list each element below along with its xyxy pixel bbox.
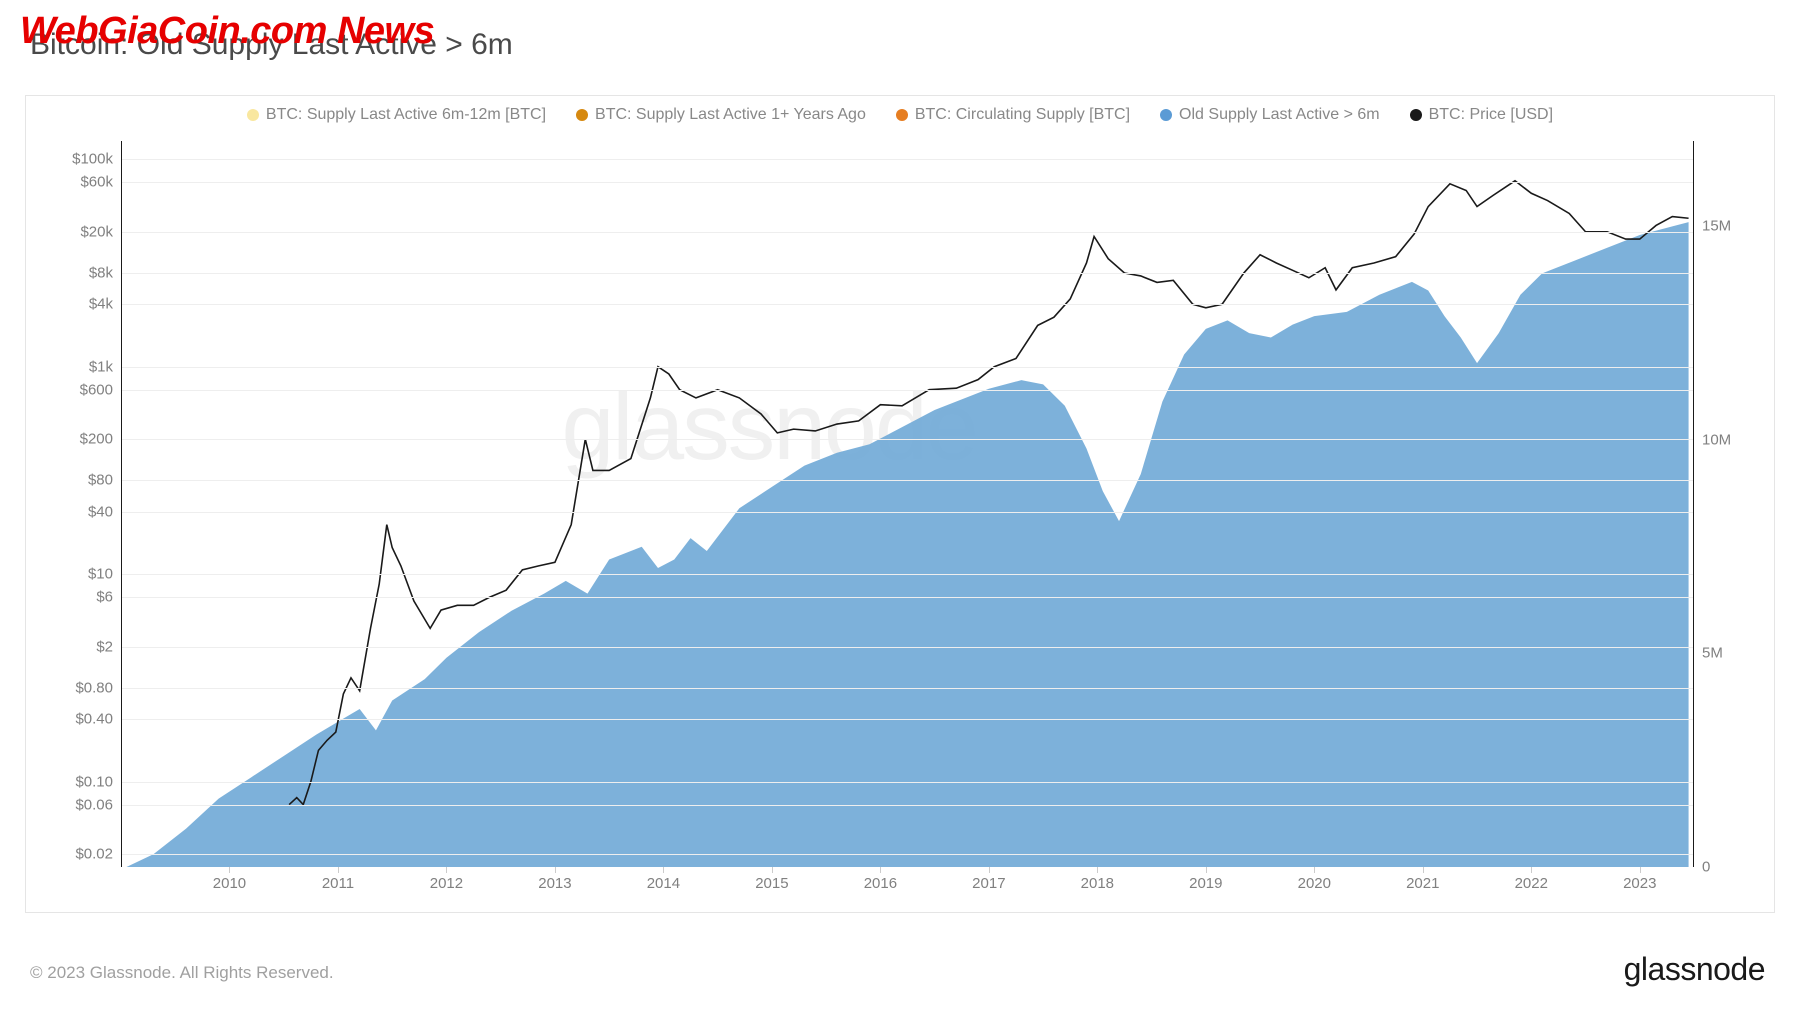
- legend-label: Old Supply Last Active > 6m: [1179, 106, 1380, 124]
- y-right-label: 15M: [1702, 218, 1731, 235]
- y-left-label: $0.10: [75, 773, 113, 790]
- gridline: [121, 854, 1694, 855]
- gridline: [121, 597, 1694, 598]
- y-left-label: $60k: [80, 174, 113, 191]
- x-tick: [1531, 867, 1532, 873]
- x-label: 2014: [647, 875, 680, 892]
- plot-area: glassnode $0.02$0.06$0.10$0.40$0.80$2$6$…: [121, 141, 1694, 867]
- y-left-label: $0.80: [75, 679, 113, 696]
- x-label: 2023: [1623, 875, 1656, 892]
- gridline: [121, 688, 1694, 689]
- y-right-label: 5M: [1702, 645, 1723, 662]
- x-label: 2016: [864, 875, 897, 892]
- gridline: [121, 512, 1694, 513]
- gridline: [121, 647, 1694, 648]
- legend-label: BTC: Supply Last Active 1+ Years Ago: [595, 106, 866, 124]
- y-left-label: $20k: [80, 223, 113, 240]
- gridline: [121, 782, 1694, 783]
- gridline: [121, 390, 1694, 391]
- x-tick: [1640, 867, 1641, 873]
- x-tick: [555, 867, 556, 873]
- brand-logo: glassnode: [1624, 951, 1765, 988]
- gridline: [121, 367, 1694, 368]
- copyright: © 2023 Glassnode. All Rights Reserved.: [30, 963, 334, 983]
- legend-label: BTC: Supply Last Active 6m-12m [BTC]: [266, 106, 546, 124]
- x-tick: [1314, 867, 1315, 873]
- x-label: 2020: [1298, 875, 1331, 892]
- x-label: 2021: [1406, 875, 1439, 892]
- y-left-label: $0.06: [75, 796, 113, 813]
- y-left-label: $8k: [89, 265, 113, 282]
- legend-dot: [247, 109, 259, 121]
- legend-label: BTC: Circulating Supply [BTC]: [915, 106, 1130, 124]
- axis-line: [1693, 141, 1694, 867]
- x-tick: [446, 867, 447, 873]
- x-label: 2010: [213, 875, 246, 892]
- legend-dot: [1160, 109, 1172, 121]
- y-left-label: $100k: [72, 151, 113, 168]
- x-tick: [989, 867, 990, 873]
- x-label: 2018: [1081, 875, 1114, 892]
- legend-item[interactable]: BTC: Supply Last Active 1+ Years Ago: [576, 106, 866, 124]
- legend-label: BTC: Price [USD]: [1429, 106, 1553, 124]
- supply-area: [126, 222, 1688, 867]
- x-tick: [1423, 867, 1424, 873]
- y-left-label: $200: [80, 431, 113, 448]
- gridline: [121, 805, 1694, 806]
- gridline: [121, 232, 1694, 233]
- y-left-label: $0.40: [75, 711, 113, 728]
- x-tick: [880, 867, 881, 873]
- legend-item[interactable]: BTC: Supply Last Active 6m-12m [BTC]: [247, 106, 546, 124]
- x-label: 2022: [1515, 875, 1548, 892]
- y-left-label: $2: [96, 638, 113, 655]
- x-tick: [338, 867, 339, 873]
- legend-item[interactable]: Old Supply Last Active > 6m: [1160, 106, 1380, 124]
- x-label: 2015: [755, 875, 788, 892]
- x-tick: [663, 867, 664, 873]
- gridline: [121, 273, 1694, 274]
- gridline: [121, 159, 1694, 160]
- x-tick: [1206, 867, 1207, 873]
- gridline: [121, 439, 1694, 440]
- x-label: 2012: [430, 875, 463, 892]
- y-left-label: $10: [88, 566, 113, 583]
- chart-container: BTC: Supply Last Active 6m-12m [BTC] BTC:…: [25, 95, 1775, 913]
- gridline: [121, 304, 1694, 305]
- y-left-label: $1k: [89, 358, 113, 375]
- chart-svg: [121, 141, 1694, 867]
- y-left-label: $6: [96, 589, 113, 606]
- gridline: [121, 182, 1694, 183]
- legend-item[interactable]: BTC: Circulating Supply [BTC]: [896, 106, 1130, 124]
- site-watermark: WebGiaCoin.com News: [20, 10, 434, 53]
- legend-dot: [896, 109, 908, 121]
- x-tick: [229, 867, 230, 873]
- y-right-label: 10M: [1702, 431, 1731, 448]
- legend: BTC: Supply Last Active 6m-12m [BTC] BTC:…: [26, 106, 1774, 124]
- gridline: [121, 719, 1694, 720]
- x-label: 2013: [538, 875, 571, 892]
- legend-item[interactable]: BTC: Price [USD]: [1410, 106, 1553, 124]
- y-right-label: 0: [1702, 859, 1710, 876]
- x-tick: [1097, 867, 1098, 873]
- y-left-label: $0.02: [75, 846, 113, 863]
- legend-dot: [1410, 109, 1422, 121]
- gridline: [121, 574, 1694, 575]
- y-left-label: $600: [80, 381, 113, 398]
- y-left-label: $80: [88, 472, 113, 489]
- axis-line: [121, 141, 122, 867]
- x-tick: [772, 867, 773, 873]
- x-label: 2019: [1189, 875, 1222, 892]
- legend-dot: [576, 109, 588, 121]
- y-left-label: $40: [88, 503, 113, 520]
- x-label: 2011: [322, 875, 354, 892]
- x-label: 2017: [972, 875, 1005, 892]
- y-left-label: $4k: [89, 296, 113, 313]
- gridline: [121, 480, 1694, 481]
